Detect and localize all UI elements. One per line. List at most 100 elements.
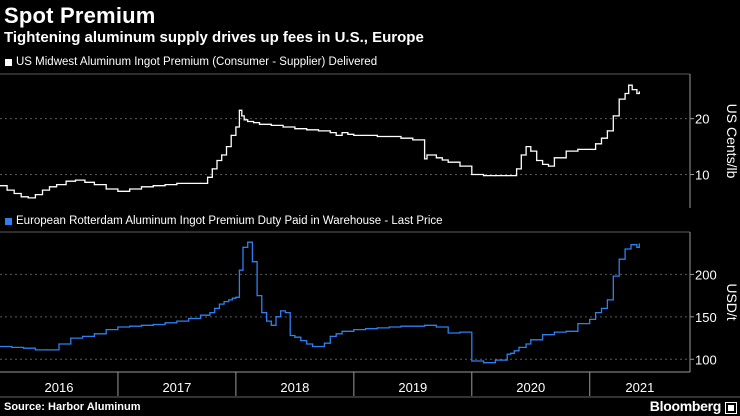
us-data-point (225, 146, 228, 148)
eu-data-point (275, 316, 277, 318)
us-data-point (41, 189, 44, 191)
us-data-point (365, 134, 367, 136)
eu-data-point (46, 349, 48, 351)
us-data-point (258, 123, 261, 125)
us-data-point (441, 159, 443, 161)
us-data-point (0, 185, 1, 187)
eu-data-point (447, 332, 449, 334)
eu-data-point (471, 360, 473, 362)
us-data-point (164, 184, 166, 186)
us-data-point (631, 89, 633, 91)
us-data-point (20, 196, 22, 198)
us-data-point (140, 186, 143, 188)
us-data-point (230, 134, 232, 136)
us-data-point (376, 135, 378, 138)
us-data-point (459, 165, 461, 167)
eu-data-point (365, 328, 367, 330)
legend-us: US Midwest Aluminum Ingot Premium (Consu… (5, 56, 377, 68)
us-data-point (600, 137, 603, 139)
us-data-point (329, 132, 331, 134)
x-tick-label-2017: 2017 (162, 380, 191, 395)
eu-data-point (565, 330, 567, 332)
legend-eu-swatch (5, 217, 12, 225)
us-data-point (93, 184, 95, 186)
us-data-point (211, 168, 213, 170)
eu-data-point (34, 349, 37, 351)
us-data-point (207, 176, 209, 178)
us-data-point (565, 150, 567, 152)
eu-data-point (335, 333, 337, 335)
us-y-axis-label: US Cents/lb (724, 104, 740, 179)
eu-data-point (494, 359, 496, 361)
us-data-point (235, 126, 237, 128)
eu-data-point (176, 320, 178, 322)
us-series-line (0, 84, 640, 199)
us-data-point (447, 161, 449, 163)
eu-data-point (242, 246, 244, 248)
eu-data-point (589, 318, 591, 320)
eu-data-point (518, 346, 520, 348)
eu-data-point (606, 299, 609, 301)
eu-series-line (0, 241, 640, 364)
us-data-point (424, 158, 426, 160)
us-data-point (547, 165, 550, 167)
us-data-point (388, 135, 390, 138)
us-data-point (636, 92, 638, 95)
brand-logo-text: Bloomberg (649, 398, 722, 414)
eu-data-point (270, 324, 272, 326)
us-data-point (129, 188, 131, 190)
eu-data-point (612, 275, 614, 277)
eu-data-point (388, 326, 390, 328)
eu-data-point (266, 320, 268, 322)
us-data-point (13, 192, 15, 195)
eu-data-point (280, 310, 282, 312)
eu-data-point (105, 329, 107, 331)
eu-data-point (353, 329, 355, 331)
us-data-point (536, 159, 538, 162)
eu-data-point (164, 322, 166, 324)
us-data-point (6, 189, 8, 191)
us-data-point (471, 173, 473, 176)
eu-data-point (223, 301, 225, 303)
legend-us-label: US Midwest Aluminum Ingot Premium (Consu… (16, 56, 378, 68)
eu-data-point (400, 325, 402, 327)
eu-data-point (256, 295, 258, 297)
us-y-tick-label-20: 20 (695, 112, 709, 127)
us-data-point (606, 130, 609, 132)
us-data-point (117, 190, 119, 192)
us-data-point (27, 197, 29, 199)
us-data-point (400, 137, 402, 139)
us-data-point (525, 146, 527, 148)
eu-data-point (424, 324, 426, 326)
us-data-point (483, 175, 485, 177)
us-data-point (426, 154, 428, 156)
us-data-point (270, 124, 272, 126)
us-data-point (506, 175, 508, 177)
us-data-point (282, 126, 284, 128)
eu-data-point (513, 350, 515, 352)
eu-data-point (228, 299, 230, 301)
eu-y-tick-label-100: 100 (695, 352, 717, 367)
eu-data-point (294, 336, 296, 338)
eu-data-point (117, 326, 119, 328)
us-data-point (542, 163, 544, 165)
us-data-point (253, 122, 255, 124)
eu-data-point (152, 323, 154, 326)
us-data-point (624, 92, 626, 95)
eu-data-point (251, 261, 253, 263)
eu-data-point (530, 339, 532, 341)
eu-data-point (284, 312, 286, 314)
us-data-point (638, 91, 640, 93)
eu-data-point (553, 331, 556, 333)
us-data-point (152, 185, 154, 187)
eu-y-axis-label: USD/t (724, 283, 740, 320)
us-data-point (618, 98, 620, 100)
us-data-point (516, 168, 518, 170)
us-data-point (56, 184, 58, 186)
us-data-point (412, 139, 414, 141)
us-data-point (341, 132, 343, 134)
eu-data-point (341, 330, 343, 332)
us-data-point (595, 143, 597, 145)
eu-data-point (11, 346, 13, 348)
eu-data-point (300, 340, 302, 342)
